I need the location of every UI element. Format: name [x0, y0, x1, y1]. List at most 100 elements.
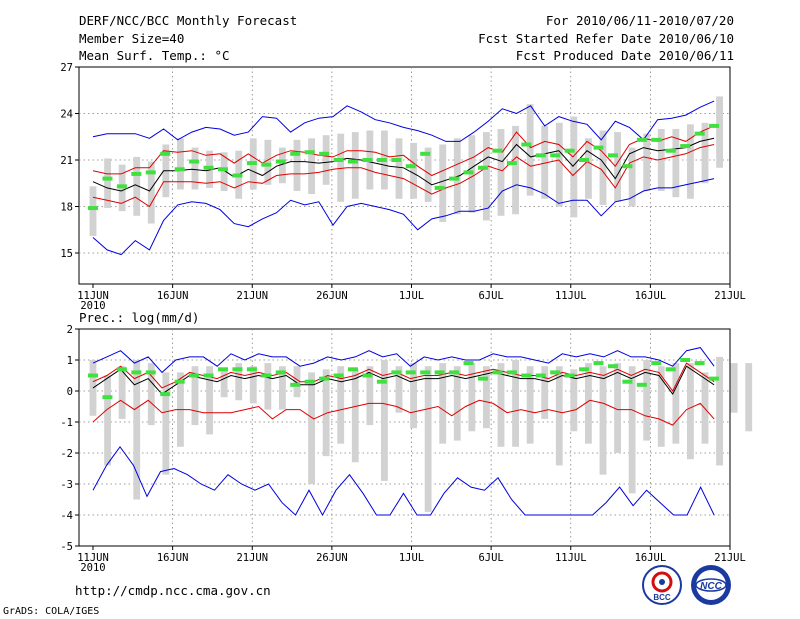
- precip-observed-marker: [665, 367, 676, 372]
- temp-box: [555, 122, 563, 207]
- precip-observed-marker: [261, 373, 272, 378]
- precip-observed-marker: [607, 364, 618, 369]
- precip-box: [147, 363, 155, 426]
- precip-observed-marker: [376, 379, 387, 384]
- precip-observed-marker: [405, 370, 416, 375]
- precip-ytick-label: -4: [60, 510, 73, 522]
- precip-box: [191, 366, 199, 426]
- precip-xtick-label: 11JUL: [555, 552, 587, 564]
- precip-box: [395, 366, 403, 413]
- temp-observed-marker: [709, 123, 720, 128]
- precip-ytick-label: -1: [60, 417, 73, 429]
- precip-observed-marker: [362, 373, 373, 378]
- temp-box: [279, 147, 286, 184]
- temp-observed-marker: [189, 159, 200, 164]
- precip-box: [483, 366, 490, 429]
- precip-observed-marker: [347, 367, 358, 372]
- temp-box: [337, 133, 345, 202]
- temp-observed-marker: [622, 164, 633, 169]
- precip-box: [643, 360, 651, 441]
- precip-box: [730, 363, 738, 413]
- temp-observed-marker: [636, 137, 647, 142]
- variable-label: Mean Surf. Temp.: °C: [79, 48, 230, 63]
- temp-box: [177, 138, 184, 190]
- precip-box: [162, 372, 170, 475]
- temp-box: [89, 186, 97, 236]
- produced-date: Fcst Produced Date 2010/06/11: [515, 48, 734, 63]
- precip-observed-marker: [246, 367, 257, 372]
- temp-xtick-label: 21JUL: [714, 290, 746, 302]
- precip-xtick-label: 21JUL: [714, 552, 746, 564]
- temp-box: [264, 139, 272, 185]
- temp-observed-marker: [261, 162, 272, 167]
- precip-observed-marker: [694, 361, 705, 366]
- precip-ytick-label: 1: [67, 355, 73, 367]
- temp-box: [628, 147, 636, 207]
- precip-box: [264, 363, 272, 410]
- precip-observed-marker: [477, 376, 488, 381]
- temp-ytick-label: 21: [60, 155, 73, 167]
- temp-observed-marker: [203, 165, 214, 170]
- temp-ytick-label: 18: [60, 202, 73, 214]
- temp-xtick-label: 26JUN: [316, 290, 348, 302]
- precip-box: [249, 366, 257, 404]
- precip-box: [599, 366, 607, 475]
- temp-series-max: [92, 100, 715, 142]
- precip-observed-marker: [709, 376, 720, 381]
- temp-box: [716, 96, 723, 168]
- precip-box: [351, 369, 359, 463]
- temp-xtick-label: 1JUL: [399, 290, 424, 302]
- temp-observed-marker: [665, 148, 676, 153]
- temp-ytick-label: 15: [60, 248, 73, 260]
- precip-box: [279, 366, 286, 410]
- precip-observed-marker: [506, 370, 517, 375]
- temp-box: [701, 122, 709, 184]
- precip-box: [570, 369, 578, 432]
- temp-box: [439, 144, 447, 222]
- temp-box: [585, 138, 592, 199]
- temp-xtick-label: 11JUN: [77, 290, 109, 302]
- precip-observed-marker: [232, 367, 243, 372]
- temp-observed-marker: [145, 170, 156, 175]
- temp-observed-marker: [333, 158, 344, 162]
- temp-observed-marker: [680, 144, 691, 149]
- temp-observed-marker: [347, 159, 358, 164]
- temp-box: [133, 156, 141, 216]
- temp-box: [614, 132, 621, 202]
- precip-observed-marker: [492, 370, 503, 375]
- temp-ytick-label: 24: [60, 109, 73, 121]
- grads-credit: GrADS: COLA/IGES: [3, 606, 100, 617]
- precip-box: [716, 356, 723, 466]
- temp-series-min: [92, 178, 715, 256]
- precip-box: [555, 366, 563, 466]
- temp-year-label: 2010: [80, 300, 105, 312]
- temp-series-lower: [92, 144, 715, 208]
- source-url[interactable]: http://cmdp.ncc.cma.gov.cn: [75, 583, 271, 598]
- temp-box: [147, 161, 155, 224]
- precip-box: [657, 366, 665, 447]
- precip-box: [410, 363, 417, 429]
- precip-box: [424, 366, 432, 512]
- precip-series-max: [92, 347, 715, 374]
- temp-observed-marker: [290, 151, 301, 156]
- temp-observed-marker: [304, 150, 315, 155]
- temp-box: [322, 135, 330, 185]
- precip-observed-marker: [420, 370, 431, 375]
- precip-observed-marker: [579, 367, 590, 372]
- temp-box: [672, 129, 680, 198]
- temp-xtick-label: 11JUL: [555, 290, 587, 302]
- temp-xtick-label: 6JUL: [478, 290, 503, 302]
- precip-ytick-label: -3: [60, 479, 73, 491]
- precip-observed-marker: [333, 373, 344, 378]
- precip-box: [235, 363, 243, 401]
- precip-observed-marker: [463, 361, 474, 366]
- precip-panel-title: Prec.: log(mm/d): [79, 310, 200, 325]
- precip-box: [293, 366, 301, 398]
- temp-box: [599, 130, 607, 205]
- precip-observed-marker: [145, 370, 156, 375]
- temp-xtick-label: 16JUL: [635, 290, 667, 302]
- temp-observed-marker: [246, 161, 257, 166]
- temp-observed-marker: [535, 153, 546, 158]
- temp-observed-marker: [174, 167, 185, 172]
